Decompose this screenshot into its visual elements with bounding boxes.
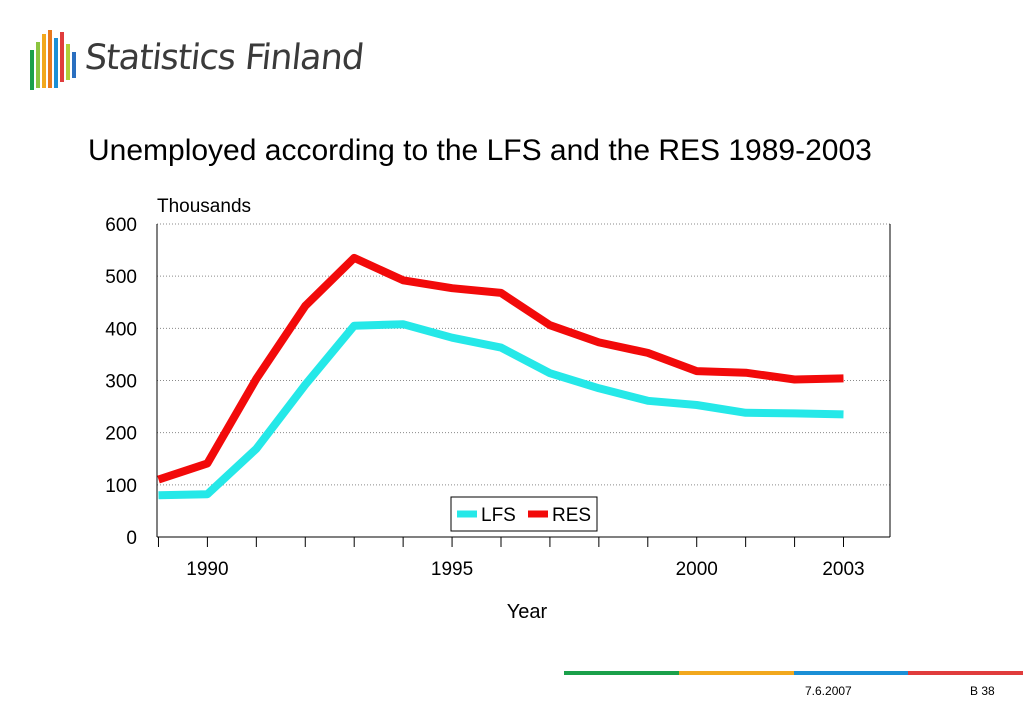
logo-stripe bbox=[36, 42, 40, 88]
x-tick-label: 2003 bbox=[822, 559, 864, 580]
footer-page-number: B 38 bbox=[970, 684, 995, 698]
x-tick-label: 1990 bbox=[186, 559, 228, 580]
x-axis-label: Year bbox=[507, 601, 548, 623]
footer-stripe-segment bbox=[793, 671, 909, 675]
statistics-finland-logo: Statistics Finland bbox=[28, 28, 365, 92]
footer-stripe-segment bbox=[678, 671, 794, 675]
y-tick-label: 200 bbox=[105, 424, 137, 445]
footer-color-stripe bbox=[564, 671, 1023, 675]
series-line-lfs bbox=[158, 320, 844, 500]
footer-stripe-segment bbox=[564, 671, 679, 675]
logo-stripe bbox=[42, 34, 46, 88]
logo-stripe bbox=[54, 38, 58, 88]
y-tick-label: 600 bbox=[105, 215, 137, 236]
y-tick-label: 400 bbox=[105, 319, 137, 340]
series-line-res bbox=[157, 253, 844, 484]
logo-stripe bbox=[30, 50, 34, 92]
logo-stripe bbox=[72, 52, 76, 78]
logo-stripe bbox=[48, 30, 52, 88]
x-tick-label: 1995 bbox=[431, 559, 473, 580]
y-axis-label: Thousands bbox=[157, 196, 251, 217]
legend-label-lfs: LFS bbox=[481, 505, 516, 526]
footer-stripe-segment bbox=[908, 671, 1023, 675]
logo-mark-icon bbox=[30, 30, 76, 92]
logo-stripe bbox=[66, 44, 70, 80]
chart-title: Unemployed according to the LFS and the … bbox=[88, 134, 872, 167]
y-tick-label: 300 bbox=[105, 372, 137, 393]
x-tick-label: 2000 bbox=[676, 559, 718, 580]
line-chart: 0 100 200 300 400 500 600 1990 1995 2000 2003 Thous… bbox=[105, 196, 891, 623]
y-tick-label: 100 bbox=[105, 476, 137, 497]
y-tick-label: 500 bbox=[105, 267, 137, 288]
logo-stripe bbox=[60, 32, 64, 82]
legend-label-res: RES bbox=[552, 505, 591, 526]
y-tick-label: 0 bbox=[126, 528, 137, 549]
footer-date: 7.6.2007 bbox=[805, 684, 852, 698]
